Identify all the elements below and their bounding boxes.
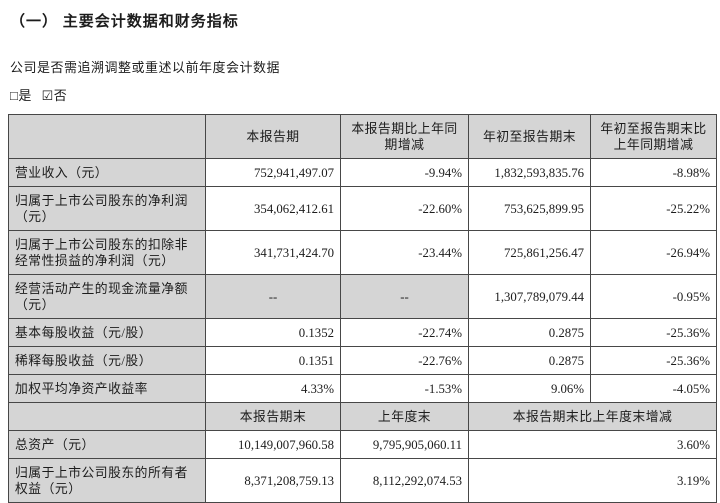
value-cell: -25.36% [590, 346, 717, 375]
column-header: 本报告期 [205, 114, 341, 159]
metric-label-cell: 稀释每股收益（元/股） [8, 346, 206, 375]
value-cell: -22.74% [340, 318, 469, 347]
checkbox-no-checked: ☑否 [41, 88, 68, 103]
value-cell: 8,371,208,759.13 [205, 458, 341, 503]
key-financials-table: 本报告期 本报告期比上年同期增减 年初至报告期末 年初至报告期末比上年同期增减 … [8, 114, 717, 503]
value-cell: 0.2875 [468, 318, 591, 347]
metric-label-cell: 经营活动产生的现金流量净额（元） [8, 274, 206, 319]
column-header: 年初至报告期末比上年同期增减 [590, 114, 717, 159]
column-header: 上年度末 [340, 402, 469, 431]
value-cell: 1,832,593,835.76 [468, 158, 591, 187]
table-row: 总资产（元） 10,149,007,960.58 9,795,905,060.1… [8, 430, 717, 459]
table-row: 经营活动产生的现金流量净额（元） -- -- 1,307,789,079.44 … [8, 274, 717, 319]
metric-label-cell: 总资产（元） [8, 430, 206, 459]
value-cell: 9,795,905,060.11 [340, 430, 469, 459]
value-cell-na: -- [340, 274, 469, 319]
column-header: 本报告期末 [205, 402, 341, 431]
value-cell: 0.1351 [205, 346, 341, 375]
value-cell: -9.94% [340, 158, 469, 187]
value-cell-na: -- [205, 274, 341, 319]
empty-corner-cell [8, 114, 206, 159]
table-row: 稀释每股收益（元/股） 0.1351 -22.76% 0.2875 -25.36… [8, 346, 717, 375]
value-cell: 4.33% [205, 374, 341, 403]
table-row: 归属于上市公司股东的所有者权益（元） 8,371,208,759.13 8,11… [8, 458, 717, 503]
value-cell: -25.22% [590, 186, 717, 231]
empty-corner-cell [8, 402, 206, 431]
restatement-question: 公司是否需追溯调整或重述以前年度会计数据 [10, 60, 281, 75]
value-cell: -22.76% [340, 346, 469, 375]
value-cell: -1.53% [340, 374, 469, 403]
value-cell: 354,062,412.61 [205, 186, 341, 231]
column-header: 本报告期比上年同期增减 [340, 114, 469, 159]
value-cell: 0.2875 [468, 346, 591, 375]
value-cell: 1,307,789,079.44 [468, 274, 591, 319]
table-header-row-yearend: 本报告期末 上年度末 本报告期末比上年度末增减 [8, 402, 717, 431]
value-cell: -4.05% [590, 374, 717, 403]
restatement-options: □是 ☑否 [10, 85, 716, 104]
table-row: 归属于上市公司股东的扣除非经常性损益的净利润（元） 341,731,424.70… [8, 230, 717, 275]
value-cell: -25.36% [590, 318, 717, 347]
value-cell: 725,861,256.47 [468, 230, 591, 275]
value-cell: 10,149,007,960.58 [205, 430, 341, 459]
value-cell: 9.06% [468, 374, 591, 403]
table-row: 营业收入（元） 752,941,497.07 -9.94% 1,832,593,… [8, 158, 717, 187]
column-header: 本报告期末比上年度末增减 [468, 402, 717, 431]
value-cell: -8.98% [590, 158, 717, 187]
metric-label-cell: 归属于上市公司股东的扣除非经常性损益的净利润（元） [8, 230, 206, 275]
metric-label-cell: 基本每股收益（元/股） [8, 318, 206, 347]
metric-label-cell: 加权平均净资产收益率 [8, 374, 206, 403]
value-cell: -22.60% [340, 186, 469, 231]
value-cell: 752,941,497.07 [205, 158, 341, 187]
column-header: 年初至报告期末 [468, 114, 591, 159]
value-cell: 3.60% [468, 430, 717, 459]
metric-label-cell: 归属于上市公司股东的所有者权益（元） [8, 458, 206, 503]
metric-label-cell: 归属于上市公司股东的净利润（元） [8, 186, 206, 231]
table-row: 归属于上市公司股东的净利润（元） 354,062,412.61 -22.60% … [8, 186, 717, 231]
value-cell: -23.44% [340, 230, 469, 275]
table-row: 基本每股收益（元/股） 0.1352 -22.74% 0.2875 -25.36… [8, 318, 717, 347]
value-cell: 753,625,899.95 [468, 186, 591, 231]
value-cell: 0.1352 [205, 318, 341, 347]
table-row: 加权平均净资产收益率 4.33% -1.53% 9.06% -4.05% [8, 374, 717, 403]
value-cell: -26.94% [590, 230, 717, 275]
value-cell: 8,112,292,074.53 [340, 458, 469, 503]
checkbox-yes: □是 [10, 88, 32, 103]
section-title: （一） 主要会计数据和财务指标 [10, 14, 239, 30]
table-header-row-period: 本报告期 本报告期比上年同期增减 年初至报告期末 年初至报告期末比上年同期增减 [8, 114, 717, 159]
value-cell: 341,731,424.70 [205, 230, 341, 275]
metric-label-cell: 营业收入（元） [8, 158, 206, 187]
value-cell: -0.95% [590, 274, 717, 319]
value-cell: 3.19% [468, 458, 717, 503]
